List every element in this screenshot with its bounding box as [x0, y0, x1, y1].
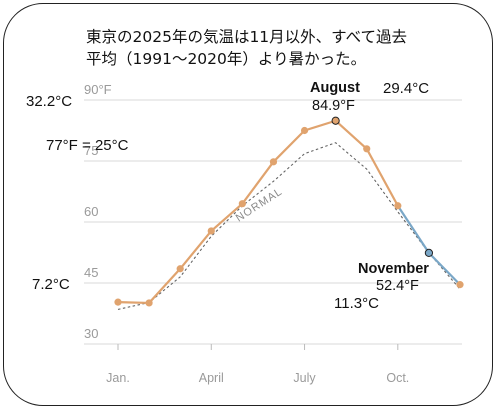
- y45-celsius: 7.2°C: [32, 276, 70, 293]
- y-tick-label: 45: [84, 265, 98, 280]
- x-tick-label: April: [199, 371, 224, 385]
- series-2025-line: [117, 119, 399, 305]
- title-line-1: 東京の2025年の気温は11月以外、すべて過去: [86, 28, 407, 46]
- august-point: [331, 116, 340, 125]
- x-axis-ticks: Jan. April July Oct.: [106, 344, 409, 385]
- november-segment-in: [396, 205, 430, 254]
- november-label: November: [358, 261, 429, 277]
- data-point: [145, 299, 153, 307]
- y-tick-label: 75: [84, 143, 98, 158]
- november-segment-out: [428, 252, 461, 286]
- y90-celsius: 32.2°C: [26, 93, 72, 110]
- y-tick-label: 90°F: [84, 82, 112, 97]
- normal-line: [117, 142, 461, 310]
- annotations: 32.2°C 77°F = 25°C 7.2°C August 84.9°F 2…: [26, 80, 429, 312]
- title-line-2: 平均（1991～2020年）より暑かった。: [86, 50, 366, 68]
- x-tick-label: July: [293, 371, 316, 385]
- chart-title: 東京の2025年の気温は11月以外、すべて過去 平均（1991～2020年）より…: [86, 28, 407, 68]
- november-celsius: 11.3°C: [334, 295, 379, 312]
- series-lines: [117, 119, 461, 310]
- y-tick-label: 30: [84, 326, 98, 341]
- august-label: August: [310, 80, 360, 96]
- y-tick-label: 60: [84, 204, 98, 219]
- november-value: 52.4°F: [376, 278, 419, 294]
- november-point: [424, 248, 434, 258]
- august-celsius: 29.4°C: [383, 80, 429, 97]
- conversion-note: 77°F = 25°C: [46, 137, 129, 154]
- august-value: 84.9°F: [312, 98, 355, 114]
- data-point: [238, 200, 246, 208]
- data-point: [269, 158, 278, 166]
- data-point: [176, 265, 184, 273]
- x-tick-label: Oct.: [386, 371, 409, 385]
- data-point: [363, 145, 371, 153]
- card-frame: [3, 3, 493, 406]
- data-point: [114, 298, 122, 306]
- y-axis-ticks: 90°F 75 60 45 30: [84, 82, 112, 341]
- data-point: [456, 281, 464, 289]
- data-point: [300, 126, 309, 135]
- data-point: [394, 202, 402, 210]
- data-point: [207, 227, 215, 235]
- series-points: [114, 116, 464, 307]
- x-tick-label: Jan.: [106, 371, 130, 385]
